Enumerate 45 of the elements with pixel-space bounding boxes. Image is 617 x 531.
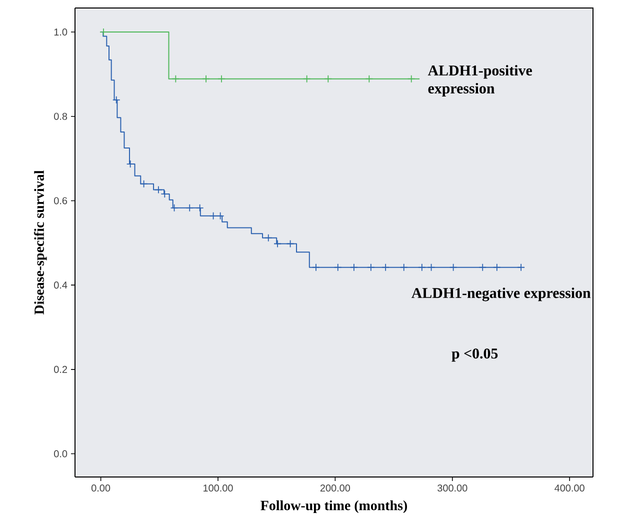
series-label: ALDH1-negative expression <box>411 288 591 302</box>
annotation: p <0.05 <box>452 348 498 362</box>
point <box>350 263 358 272</box>
point <box>112 96 120 104</box>
point <box>492 263 501 272</box>
y-tick-label: 0.8 <box>54 112 68 120</box>
point <box>186 204 194 212</box>
x-tick-label: 0.00 <box>91 484 110 492</box>
point <box>427 263 436 272</box>
point <box>218 74 226 83</box>
point <box>324 74 332 83</box>
point <box>334 263 342 272</box>
point <box>400 263 408 272</box>
y-tick-label: 0.6 <box>54 197 68 204</box>
point <box>418 263 426 272</box>
y-tick-label: 1.0 <box>54 28 68 36</box>
point <box>312 263 320 272</box>
point <box>172 74 180 83</box>
point <box>264 234 272 242</box>
point <box>365 74 374 83</box>
x-tick-label: 200.00 <box>320 484 350 492</box>
point <box>286 240 294 248</box>
point <box>274 240 282 248</box>
point <box>407 74 416 83</box>
point <box>170 204 178 212</box>
point <box>209 212 218 220</box>
x-tick-label: 300.00 <box>438 484 468 492</box>
x-tick-label: 400.00 <box>554 484 584 492</box>
point <box>517 263 526 272</box>
y-axis-title: Disease-specific survival <box>34 170 47 314</box>
point <box>366 263 375 272</box>
point <box>196 204 204 212</box>
point <box>449 263 458 272</box>
y-tick-label: 0.2 <box>54 366 67 373</box>
point <box>202 74 210 83</box>
x-tick-label: 100.00 <box>204 484 233 492</box>
x-axis-title: Follow-up time (months) <box>260 500 407 514</box>
point <box>302 74 311 83</box>
y-tick-label: 0.0 <box>54 450 68 458</box>
point <box>382 263 390 272</box>
y-tick-label: 0.4 <box>54 282 68 289</box>
point <box>478 263 487 272</box>
series-label: ALDH1-positive expression <box>428 65 532 97</box>
point <box>216 212 224 220</box>
point <box>140 180 148 188</box>
